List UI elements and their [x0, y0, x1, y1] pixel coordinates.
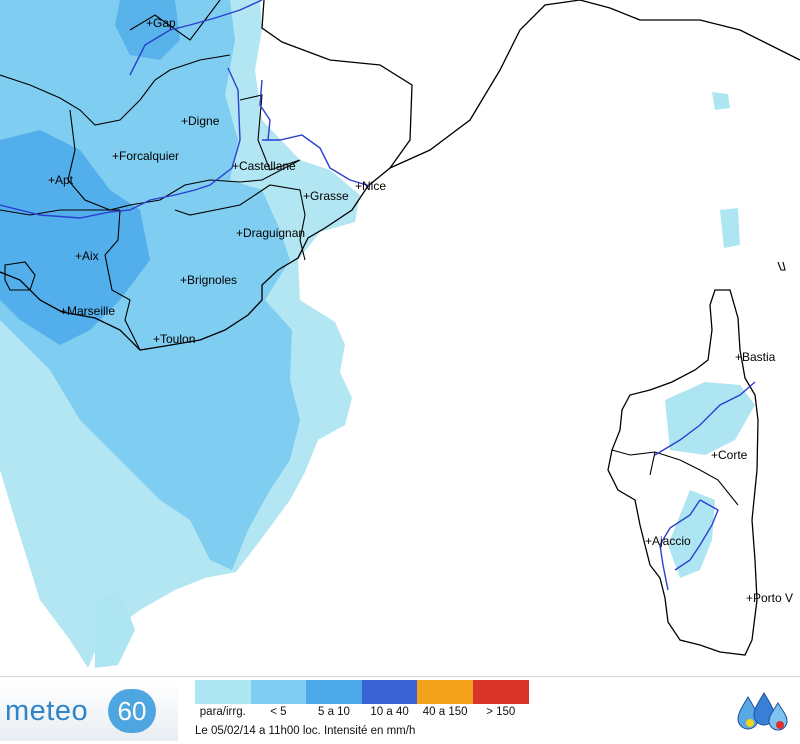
city-corte: +Corte: [711, 448, 748, 462]
mainland-coastline: [0, 0, 413, 351]
logo-word: meteo: [5, 695, 89, 727]
city-grasse: +Grasse: [303, 189, 349, 203]
city-marseille: +Marseille: [60, 304, 115, 318]
city-digne: +Digne: [181, 114, 220, 128]
swatch-para-irreg: [195, 680, 251, 704]
legend-label: 10 a 40: [370, 706, 409, 718]
precip-east-patch: [712, 92, 730, 110]
legend-label: > 150: [486, 706, 516, 718]
precip-east-patch-2: [720, 208, 740, 248]
precip-5to10-area: [0, 130, 150, 345]
marseille-inlet: [4, 261, 36, 291]
swatch-5to10: [306, 680, 362, 704]
precip-light-rain-patch: [95, 590, 135, 668]
city-porto-vecchio: +Porto V: [746, 591, 793, 605]
meteo60-logo: meteo 60: [0, 679, 178, 741]
precip-corsica-south: [668, 490, 715, 578]
legend-label: para/irrg.: [199, 706, 246, 718]
city-brignoles: +Brignoles: [180, 273, 237, 287]
city-bastia: +Bastia: [735, 350, 776, 364]
city-toulon: +Toulon: [153, 332, 195, 346]
precip-corsica-area: [665, 382, 755, 455]
legend-label: 40 a 150: [422, 706, 468, 718]
legend-caption: Le 05/02/14 a 11h00 loc. Intensité en mm…: [195, 725, 416, 737]
swatch-gt150: [472, 680, 529, 704]
logo-badge: 60: [108, 689, 156, 733]
department-borders: [0, 0, 306, 351]
legend-footer: meteo 60 para/irrg. < 5 5 a 10 10 a 40 4…: [0, 676, 800, 744]
city-ajaccio: +Ajaccio: [645, 534, 691, 548]
rivers: [0, 0, 371, 219]
intensity-color-scale: [195, 680, 529, 704]
swatch-40to150: [417, 680, 473, 704]
map-canvas: +Gap +Digne +Forcalquier +Castellane +Ap…: [0, 0, 800, 668]
precip-5to10-patch: [115, 0, 180, 60]
city-apt: +Apt: [48, 173, 74, 187]
legend-label: < 5: [270, 706, 287, 718]
water-drops-icon: [737, 692, 788, 731]
city-draguignan: +Draguignan: [236, 226, 305, 240]
precip-lt5-area: [0, 0, 300, 570]
city-castellane: +Castellane: [232, 159, 296, 173]
legend-labels: para/irrg. < 5 5 a 10 10 a 40 40 a 150 >…: [195, 706, 529, 718]
city-aix: +Aix: [75, 249, 99, 263]
coastline-east-italy: [389, 0, 800, 169]
swatch-10to40: [361, 680, 418, 704]
city-forcalquier: +Forcalquier: [112, 149, 179, 163]
corsica-rivers: [654, 381, 756, 591]
radar-map: +Gap +Digne +Forcalquier +Castellane +Ap…: [0, 0, 800, 668]
corsica-inner-borders: [611, 449, 739, 506]
city-nice: +Nice: [355, 179, 386, 193]
islet-marker: [777, 261, 786, 271]
city-gap: +Gap: [146, 16, 176, 30]
corsica-outline: [607, 289, 759, 656]
legend-label: 5 a 10: [317, 706, 350, 718]
swatch-lt5: [250, 680, 307, 704]
